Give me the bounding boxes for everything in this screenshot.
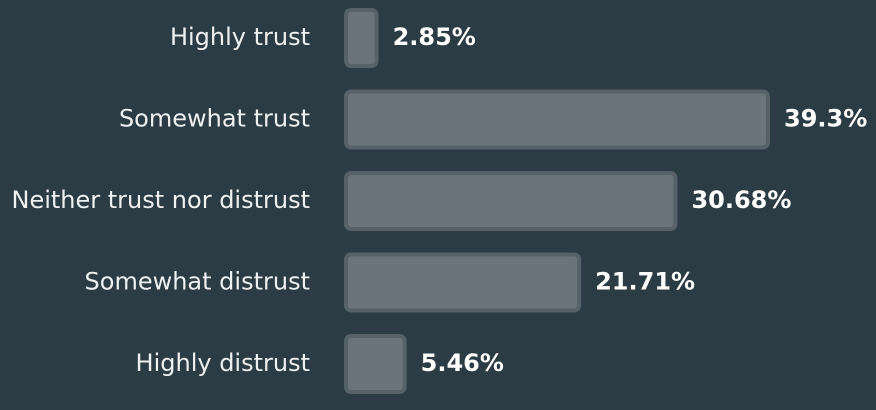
category-label: Highly distrust [136,349,310,377]
bar [344,252,582,313]
category-label: Somewhat trust [119,105,310,133]
value-label: 2.85% [393,23,476,51]
bar [344,89,770,150]
value-label: 39.3% [784,105,867,133]
category-label: Somewhat distrust [85,268,310,296]
value-label: 5.46% [421,349,504,377]
value-label: 30.68% [691,186,791,214]
value-label: 21.71% [595,268,695,296]
category-label: Highly trust [170,23,310,51]
category-label: Neither trust nor distrust [12,186,311,214]
bar [344,334,407,394]
bar [344,171,678,231]
bar [344,8,379,68]
